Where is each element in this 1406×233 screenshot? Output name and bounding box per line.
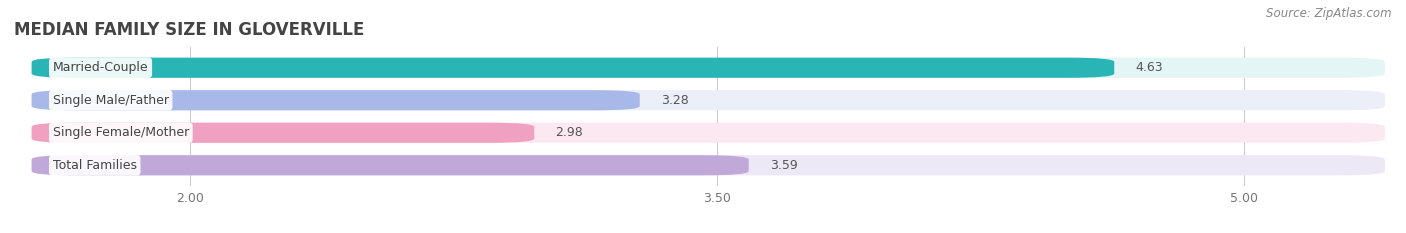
Text: Single Male/Father: Single Male/Father	[53, 94, 169, 107]
Text: MEDIAN FAMILY SIZE IN GLOVERVILLE: MEDIAN FAMILY SIZE IN GLOVERVILLE	[14, 21, 364, 39]
Text: Total Families: Total Families	[53, 159, 136, 172]
FancyBboxPatch shape	[31, 90, 1385, 110]
FancyBboxPatch shape	[31, 58, 1385, 78]
FancyBboxPatch shape	[31, 58, 1114, 78]
FancyBboxPatch shape	[31, 155, 748, 175]
Text: Single Female/Mother: Single Female/Mother	[53, 126, 188, 139]
Text: 3.59: 3.59	[769, 159, 797, 172]
FancyBboxPatch shape	[31, 123, 1385, 143]
FancyBboxPatch shape	[31, 90, 640, 110]
Text: 3.28: 3.28	[661, 94, 689, 107]
Text: 4.63: 4.63	[1135, 61, 1163, 74]
Text: Married-Couple: Married-Couple	[53, 61, 149, 74]
FancyBboxPatch shape	[31, 123, 534, 143]
Text: 2.98: 2.98	[555, 126, 583, 139]
Text: Source: ZipAtlas.com: Source: ZipAtlas.com	[1267, 7, 1392, 20]
FancyBboxPatch shape	[31, 155, 1385, 175]
